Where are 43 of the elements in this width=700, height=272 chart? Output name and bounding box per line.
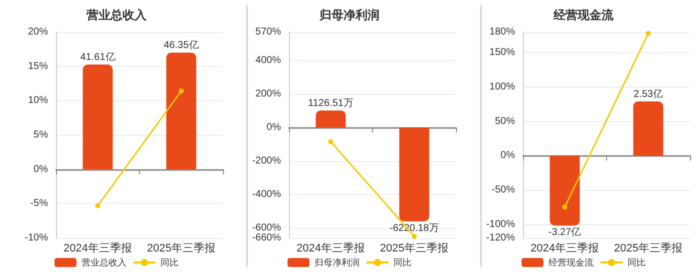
data-label: 41.61亿 xyxy=(80,52,116,64)
legend-label: 同比 xyxy=(394,258,412,268)
y-tick-label: 150% xyxy=(489,47,515,58)
legend-label: 经营现金流 xyxy=(548,258,594,268)
y-tick-label: 0% xyxy=(500,150,515,162)
y-tick-label: 400% xyxy=(256,54,282,66)
x-tick-label: 2025年三季报 xyxy=(614,242,682,254)
legend-label: 营业总收入 xyxy=(82,258,126,268)
y-tick-label: 10% xyxy=(28,95,48,106)
y-tick-label: 20% xyxy=(28,26,48,38)
y-tick-label: 5% xyxy=(34,130,48,140)
y-tick-label: -600% xyxy=(252,222,282,234)
y-tick-label: -200% xyxy=(252,155,282,166)
x-tick-label: 2024年三季报 xyxy=(296,242,366,254)
y-tick-label: 100% xyxy=(489,81,515,92)
chart-title: 经营现金流 xyxy=(552,8,614,22)
data-label: 46.35亿 xyxy=(164,40,199,52)
y-tick-label: 50% xyxy=(494,116,515,127)
data-label: 2.53亿 xyxy=(633,88,663,100)
data-label: -3.27亿 xyxy=(548,227,581,238)
chart-title: 营业总收入 xyxy=(86,8,148,22)
y-tick-label: -5% xyxy=(30,198,48,210)
x-tick-label: 2024年三季报 xyxy=(64,242,132,254)
legend-label: 同比 xyxy=(627,258,646,268)
y-tick-label: 200% xyxy=(256,88,282,100)
data-label: 1126.51万 xyxy=(308,98,354,109)
y-tick-label: 0% xyxy=(34,164,48,175)
legend-label: 归母净利润 xyxy=(314,258,360,268)
y-tick-label: 570% xyxy=(256,26,282,38)
x-tick-label: 2024年三季报 xyxy=(530,242,599,254)
y-tick-label: -120% xyxy=(486,232,515,244)
y-tick-label: 0% xyxy=(266,122,282,133)
legend-label: 同比 xyxy=(160,258,178,268)
y-tick-label: 180% xyxy=(489,26,515,38)
x-tick-label: 2025年三季报 xyxy=(380,242,449,254)
y-tick-label: 15% xyxy=(28,60,48,72)
y-tick-label: -100% xyxy=(486,218,515,230)
chart-title: 归母净利润 xyxy=(318,8,380,22)
x-tick-label: 2025年三季报 xyxy=(147,242,216,254)
y-tick-label: -50% xyxy=(491,184,515,196)
y-tick-label: -660% xyxy=(252,232,282,244)
y-tick-label: -400% xyxy=(252,188,282,200)
y-tick-label: -10% xyxy=(24,232,48,244)
